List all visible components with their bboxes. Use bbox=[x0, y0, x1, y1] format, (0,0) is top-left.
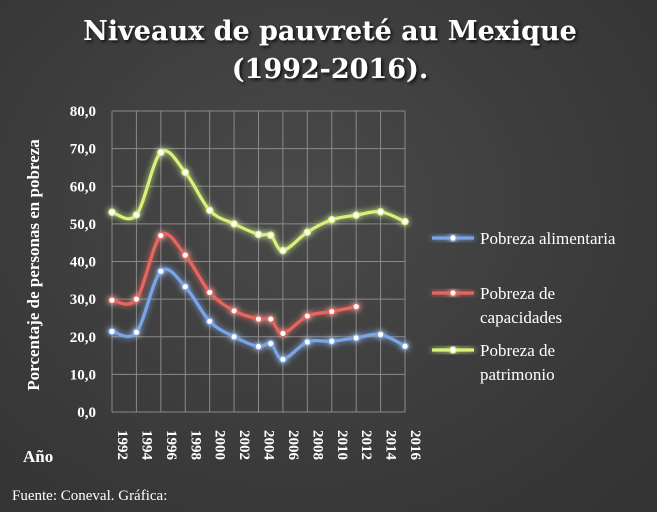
series-3 bbox=[108, 148, 409, 255]
legend-item-1: Pobreza alimentaria bbox=[432, 229, 616, 248]
data-point bbox=[108, 208, 116, 217]
data-point bbox=[266, 315, 275, 323]
source-note: Fuente: Coneval. Gráfica: bbox=[12, 488, 167, 504]
data-point bbox=[132, 328, 141, 337]
legend-label: Pobreza alimentaria bbox=[480, 229, 616, 248]
data-point bbox=[108, 327, 116, 336]
x-tick-label: 1994 bbox=[138, 430, 154, 461]
data-point bbox=[279, 246, 287, 255]
data-point bbox=[108, 296, 116, 305]
x-tick-label: 2012 bbox=[358, 430, 374, 460]
data-point bbox=[157, 267, 165, 276]
y-tick-label: 30,0 bbox=[70, 292, 96, 308]
x-tick-label: 2004 bbox=[261, 430, 277, 461]
data-point bbox=[230, 306, 238, 315]
x-tick-label: 1998 bbox=[187, 430, 203, 460]
data-point bbox=[401, 217, 409, 226]
data-point bbox=[230, 220, 238, 228]
data-point bbox=[254, 315, 263, 323]
series-lines bbox=[108, 148, 409, 364]
data-point bbox=[132, 211, 141, 219]
data-point bbox=[254, 230, 263, 239]
y-tick-labels: 0,0 10,0 20,0 30,0 40,0 50,0 60,0 70,0 80,0 bbox=[70, 104, 96, 421]
data-point bbox=[254, 342, 263, 351]
x-tick-label: 2010 bbox=[334, 430, 350, 460]
data-point bbox=[401, 342, 409, 350]
x-tick-label: 1996 bbox=[163, 430, 179, 461]
data-point bbox=[376, 208, 385, 216]
y-tick-label: 70,0 bbox=[70, 142, 96, 158]
data-point bbox=[205, 288, 214, 297]
y-tick-label: 50,0 bbox=[70, 217, 96, 233]
data-point bbox=[376, 330, 385, 339]
legend-label: Pobreza de bbox=[480, 341, 555, 360]
chart-title-line-2: (1992-2016). bbox=[232, 54, 428, 85]
y-tick-label: 10,0 bbox=[70, 367, 96, 383]
data-point bbox=[266, 339, 275, 348]
data-point bbox=[157, 148, 165, 157]
data-point bbox=[352, 211, 360, 220]
legend-marker bbox=[449, 289, 457, 297]
data-point bbox=[181, 282, 190, 291]
data-point bbox=[230, 332, 238, 341]
x-tick-label: 2008 bbox=[309, 430, 325, 460]
x-tick-label: 1992 bbox=[114, 430, 130, 460]
data-point bbox=[303, 338, 312, 346]
x-tick-labels: 1992 1994 1996 1998 2000 2002 2004 2006 2008 2010… bbox=[114, 430, 423, 461]
data-point bbox=[327, 337, 336, 346]
chart-title-line-1: Niveaux de pauvreté au Mexique bbox=[83, 16, 577, 47]
x-tick-label: 2000 bbox=[212, 430, 228, 460]
x-axis-title: Año bbox=[23, 447, 53, 466]
data-point bbox=[279, 355, 287, 364]
y-tick-label: 0,0 bbox=[77, 405, 96, 421]
y-tick-label: 20,0 bbox=[70, 330, 96, 346]
data-point bbox=[303, 228, 312, 236]
series-1 bbox=[108, 267, 409, 364]
x-tick-label: 2006 bbox=[285, 430, 301, 461]
data-point bbox=[279, 329, 287, 338]
data-point bbox=[181, 168, 190, 177]
data-point bbox=[303, 312, 312, 320]
data-point bbox=[205, 317, 214, 326]
y-tick-label: 60,0 bbox=[70, 179, 96, 195]
data-point bbox=[132, 295, 141, 303]
data-point bbox=[327, 307, 336, 316]
legend-label: Pobreza de bbox=[480, 284, 555, 303]
data-point bbox=[352, 334, 360, 342]
series-2 bbox=[108, 231, 360, 338]
legend-item-3: Pobreza de patrimonio bbox=[432, 341, 555, 384]
data-point bbox=[352, 302, 360, 311]
x-tick-label: 2016 bbox=[407, 430, 423, 461]
data-point bbox=[266, 231, 275, 239]
data-point bbox=[205, 206, 214, 215]
data-point bbox=[157, 231, 165, 240]
x-tick-label: 2002 bbox=[236, 430, 252, 460]
data-point bbox=[327, 215, 336, 224]
data-point bbox=[181, 251, 190, 259]
legend-marker bbox=[449, 234, 457, 242]
legend-label: patrimonio bbox=[480, 365, 555, 384]
y-tick-label: 80,0 bbox=[70, 104, 96, 120]
gridlines bbox=[111, 110, 406, 413]
x-tick-label: 2014 bbox=[383, 430, 399, 461]
y-axis-title: Porcentaje de personas en pobreza bbox=[24, 139, 43, 391]
y-tick-label: 40,0 bbox=[70, 255, 96, 271]
legend-marker bbox=[449, 346, 457, 354]
legend-item-2: Pobreza de capacidades bbox=[432, 284, 562, 327]
legend-label: capacidades bbox=[480, 308, 562, 327]
legend: Pobreza alimentaria Pobreza de capacidades… bbox=[432, 229, 616, 384]
